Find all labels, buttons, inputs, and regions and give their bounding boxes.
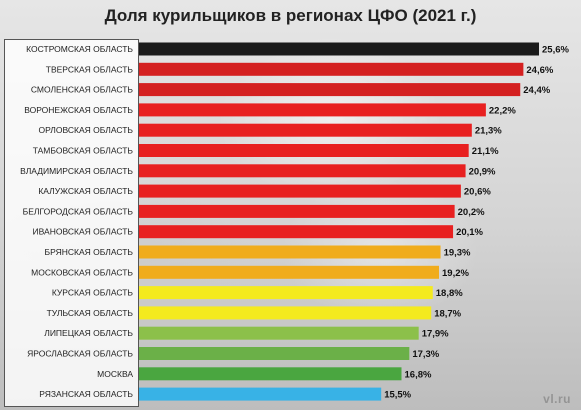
bar	[139, 42, 539, 56]
bar	[139, 184, 461, 198]
value-label: 22,2%	[489, 105, 516, 116]
category-label: МОСКВА	[97, 369, 133, 379]
bar	[139, 144, 469, 157]
bar	[139, 83, 521, 97]
value-label: 20,2%	[458, 207, 485, 218]
value-label: 20,9%	[469, 166, 496, 177]
bar	[139, 204, 455, 218]
bar	[139, 367, 402, 381]
category-label: ТУЛЬСКАЯ ОБЛАСТЬ	[47, 308, 134, 318]
category-label: БРЯНСКАЯ ОБЛАСТЬ	[45, 247, 134, 257]
category-label: МОСКОВСКАЯ ОБЛАСТЬ	[31, 267, 133, 277]
category-label: ВЛАДИМИРСКАЯ ОБЛАСТЬ	[20, 166, 133, 176]
value-label: 20,1%	[456, 227, 483, 238]
value-label: 19,3%	[444, 248, 471, 259]
bar	[139, 387, 382, 401]
category-label: КУРСКАЯ ОБЛАСТЬ	[52, 288, 134, 298]
value-label: 20,6%	[464, 187, 491, 198]
category-label-panel	[4, 39, 139, 407]
bar	[139, 265, 439, 279]
chart-title: Доля курильщиков в регионах ЦФО (2021 г.…	[104, 6, 477, 25]
category-label: КАЛУЖСКАЯ ОБЛАСТЬ	[38, 186, 133, 196]
bar	[139, 123, 472, 137]
value-label: 24,6%	[526, 65, 553, 76]
value-label: 21,1%	[472, 146, 499, 157]
watermark: vl.ru	[543, 392, 571, 406]
category-label: КОСТРОМСКАЯ ОБЛАСТЬ	[26, 44, 133, 54]
bar	[139, 347, 410, 360]
category-label: ОРЛОВСКАЯ ОБЛАСТЬ	[38, 125, 133, 135]
bar	[139, 245, 441, 259]
bar	[139, 225, 454, 239]
value-label: 24,4%	[523, 85, 550, 96]
bar	[139, 103, 486, 117]
category-label: ЯРОСЛАВСКАЯ ОБЛАСТЬ	[27, 349, 133, 359]
value-label: 25,6%	[542, 45, 569, 56]
bar	[139, 326, 419, 340]
category-label: ТВЕРСКАЯ ОБЛАСТЬ	[46, 64, 134, 74]
category-label: РЯЗАНСКАЯ ОБЛАСТЬ	[39, 389, 133, 399]
bar	[139, 286, 433, 300]
value-label: 16,8%	[405, 369, 432, 380]
value-label: 18,8%	[436, 288, 463, 299]
bar	[139, 62, 524, 76]
value-label: 21,3%	[475, 126, 502, 137]
category-label: БЕЛГОРОДСКАЯ ОБЛАСТЬ	[23, 206, 134, 216]
value-label: 17,9%	[422, 329, 449, 340]
value-label: 19,2%	[442, 268, 469, 279]
category-label: ЛИПЕЦКАЯ ОБЛАСТЬ	[44, 328, 133, 338]
value-label: 15,5%	[384, 390, 411, 401]
value-label: 17,3%	[412, 349, 439, 360]
category-label: ТАМБОВСКАЯ ОБЛАСТЬ	[33, 146, 134, 156]
category-label: СМОЛЕНСКАЯ ОБЛАСТЬ	[31, 85, 134, 95]
bar	[139, 306, 432, 320]
category-label: ВОРОНЕЖСКАЯ ОБЛАСТЬ	[24, 105, 133, 115]
bar	[139, 164, 466, 178]
value-label: 18,7%	[434, 308, 461, 319]
category-label: ИВАНОВСКАЯ ОБЛАСТЬ	[33, 227, 134, 237]
